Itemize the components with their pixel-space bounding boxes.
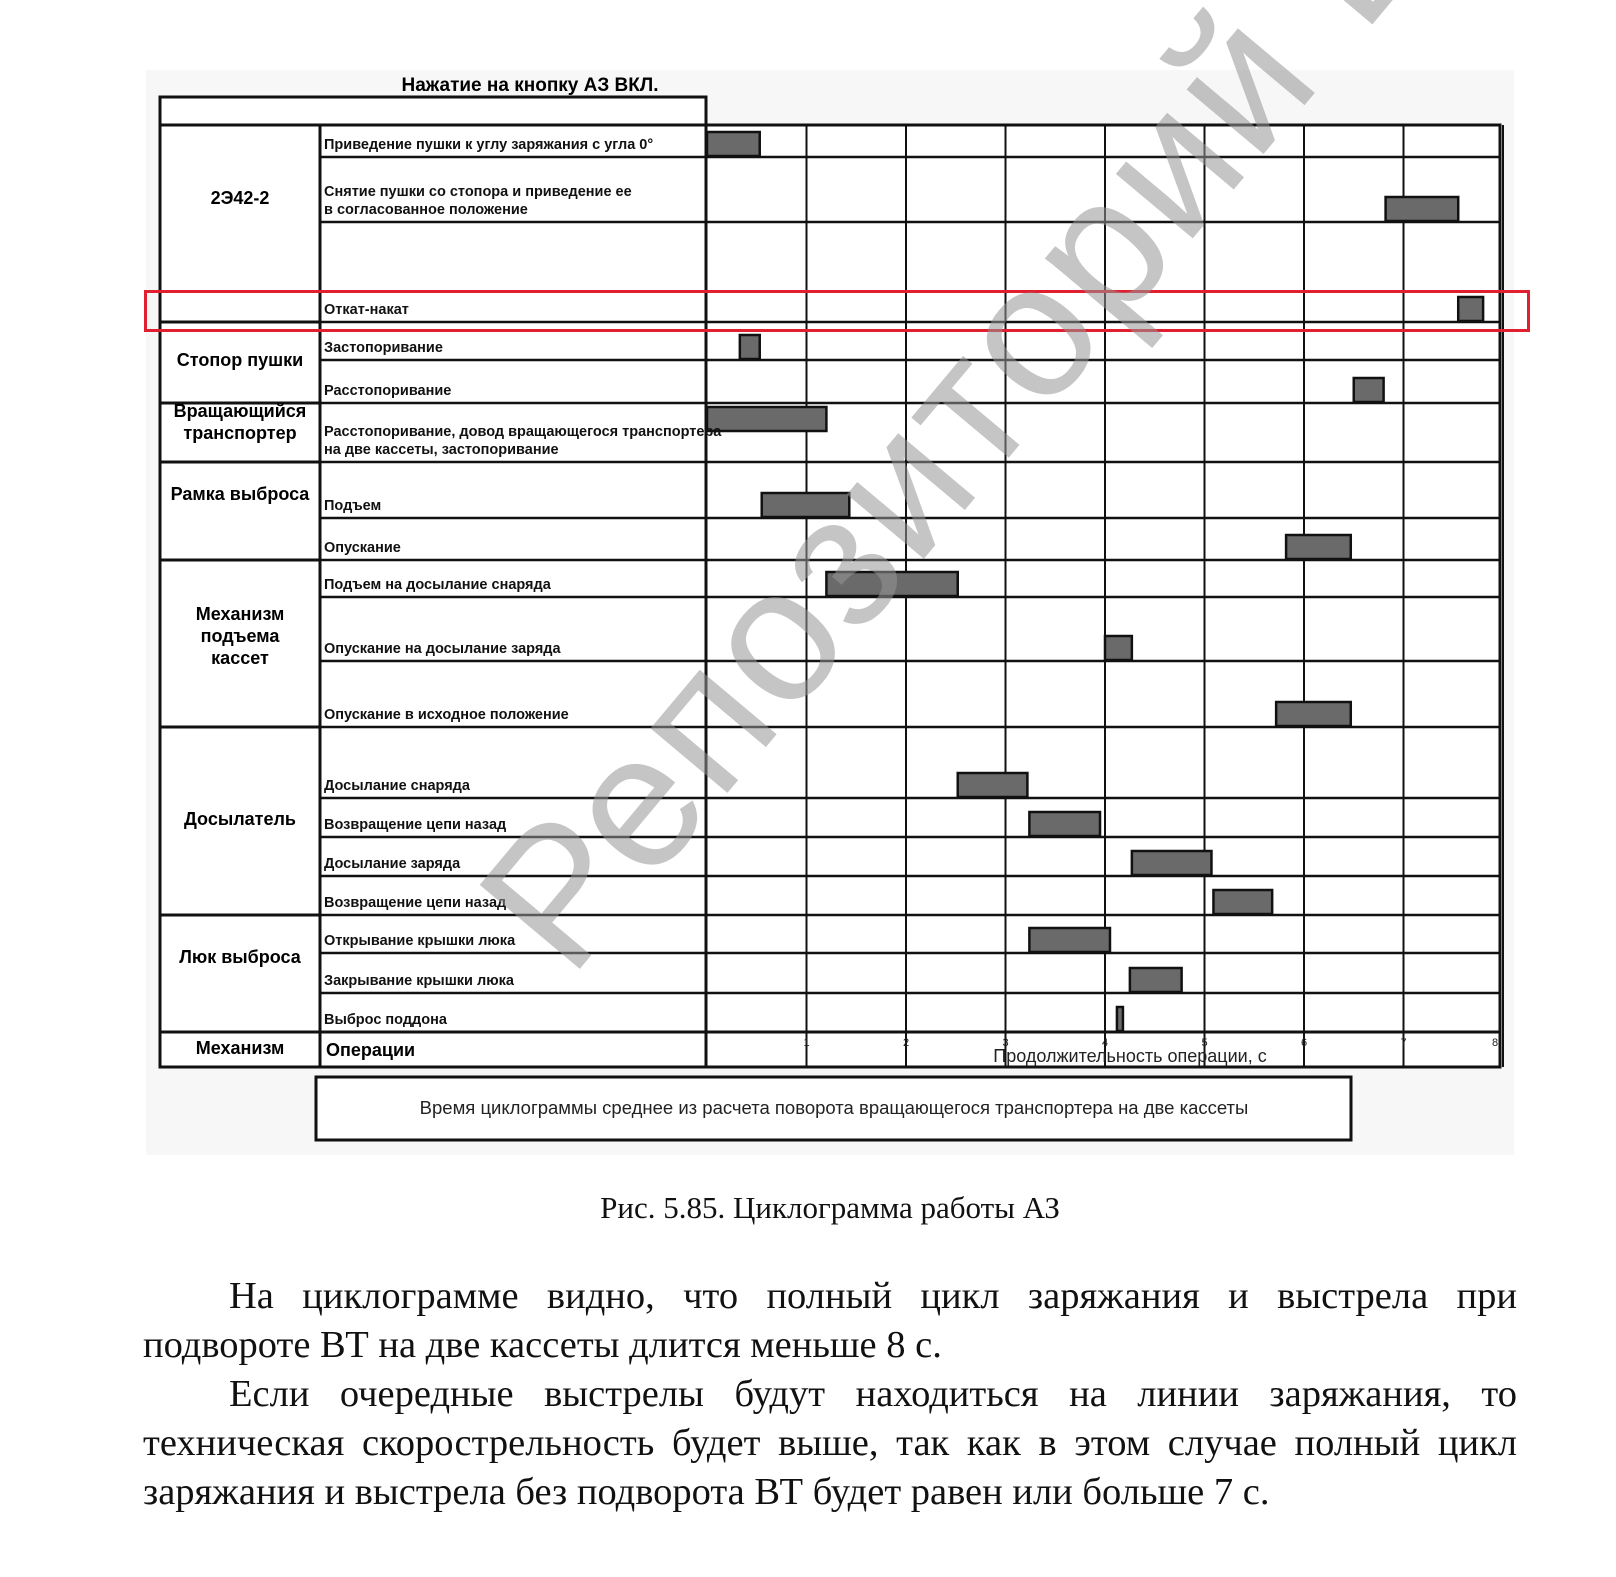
x-tick-label: 5	[1201, 1037, 1207, 1049]
operation-label-line: Снятие пушки со стопора и приведение ее	[324, 184, 632, 200]
operation-bar	[1028, 926, 1112, 954]
operation-label: Подъем	[324, 498, 381, 514]
operation-bar	[825, 570, 959, 598]
group-label-line: транспортер	[183, 423, 296, 443]
operation-label: Расстопоривание, довод вращающегося тран…	[324, 424, 722, 458]
paragraph-1: На циклограмме видно, что полный цикл за…	[143, 1275, 1517, 1366]
group-label: 2Э42-2	[211, 188, 270, 208]
operation-bar	[1128, 966, 1183, 994]
x-tick-label: 7	[1400, 1037, 1406, 1049]
operation-bar	[1130, 849, 1213, 877]
operation-label: Возвращение цепи назад	[324, 895, 506, 911]
group-label-line: кассет	[211, 648, 269, 668]
operation-label: Откат-накат	[324, 302, 409, 318]
operation-label-line: на две кассеты, застопоривание	[324, 442, 559, 458]
x-tick-label: 6	[1301, 1037, 1307, 1049]
operation-label: Опускание на досылание заряда	[324, 641, 562, 657]
group-label-line: Механизм	[196, 604, 285, 624]
operation-label: Возвращение цепи назад	[324, 817, 506, 833]
operation-bar	[956, 771, 1029, 799]
operation-bar	[1384, 195, 1460, 223]
operation-bar	[705, 405, 828, 433]
operation-label: Досылание снаряда	[324, 778, 471, 794]
operation-label: Выброс поддона	[324, 1012, 448, 1028]
operation-bar	[1212, 888, 1274, 916]
operation-bar	[1103, 634, 1134, 662]
operation-label: Застопоривание	[324, 340, 443, 356]
x-tick-label: 1	[803, 1037, 809, 1049]
operation-bar	[705, 130, 761, 158]
group-label: Стопор пушки	[177, 350, 303, 370]
note-box	[314, 1075, 1353, 1142]
group-label-line: Вращающийся	[174, 401, 307, 421]
x-tick-label: 4	[1102, 1037, 1108, 1049]
operation-label: Расстопоривание	[324, 383, 451, 399]
group-label-line: Досылатель	[184, 809, 296, 829]
operation-bars	[705, 130, 1485, 1033]
operation-label: Закрывание крышки люка	[324, 973, 515, 989]
operation-label: Подъем на досылание снаряда	[324, 577, 552, 593]
operation-label: Досылание заряда	[324, 856, 461, 872]
operation-label-line: Расстопоривание, довод вращающегося тран…	[324, 424, 722, 440]
operation-bar	[1028, 810, 1102, 838]
group-label: Механизм подъема кассет	[196, 604, 285, 668]
operation-bar	[760, 491, 851, 519]
header-row	[158, 95, 708, 127]
operation-bar	[1284, 533, 1353, 561]
group-label-line: Люк выброса	[179, 947, 302, 967]
figure-title: Нажатие на кнопку АЗ ВКЛ.	[402, 75, 659, 96]
operation-bar	[1274, 700, 1353, 728]
operation-label: Опускание	[324, 540, 401, 556]
operation-bar	[1456, 295, 1485, 323]
group-label: Рамка выброса	[171, 484, 311, 504]
operation-label: Снятие пушки со стопора и приведение ее в…	[324, 184, 632, 218]
paragraph-2: Если очередные выстрелы будут находиться…	[143, 1373, 1517, 1513]
group-label: Досылатель	[184, 809, 296, 829]
group-label-line: Рамка выброса	[171, 484, 311, 504]
cyclogram-figure: 2Э42-2 Стопор пушки Вращающийся транспортер…	[158, 75, 1504, 1142]
operation-bar	[1115, 1005, 1125, 1033]
time-axis-label: Продолжительность операции, с	[993, 1046, 1266, 1066]
highlight-box	[144, 290, 1530, 332]
mechanism-header: Механизм	[196, 1038, 285, 1058]
x-tick-label: 3	[1002, 1037, 1008, 1049]
x-tick-label: 2	[903, 1037, 909, 1049]
operations-header: Операции	[326, 1040, 415, 1060]
group-label: Вращающийся транспортер	[174, 401, 307, 443]
operation-label: Приведение пушки к углу заряжания с угла…	[324, 137, 653, 153]
group-label-line: подъема	[201, 626, 281, 646]
table-labels: 2Э42-2 Стопор пушки Вращающийся транспортер…	[171, 137, 1498, 1066]
operation-label: Открывание крышки люка	[324, 933, 516, 949]
note-text: Время циклограммы среднее из расчета пов…	[420, 1097, 1249, 1118]
group-label-line: Стопор пушки	[177, 350, 303, 370]
figure-caption: Рис. 5.85. Циклограмма работы АЗ	[600, 1190, 1060, 1225]
operation-bar	[738, 333, 761, 361]
group-label-line: 2Э42-2	[211, 188, 270, 208]
x-tick-label: 8	[1492, 1037, 1498, 1049]
group-label: Люк выброса	[179, 947, 302, 967]
operation-bar	[1352, 376, 1385, 404]
operation-label: Опускание в исходное положение	[324, 707, 569, 723]
operation-label-line: в согласованное положение	[324, 202, 528, 218]
